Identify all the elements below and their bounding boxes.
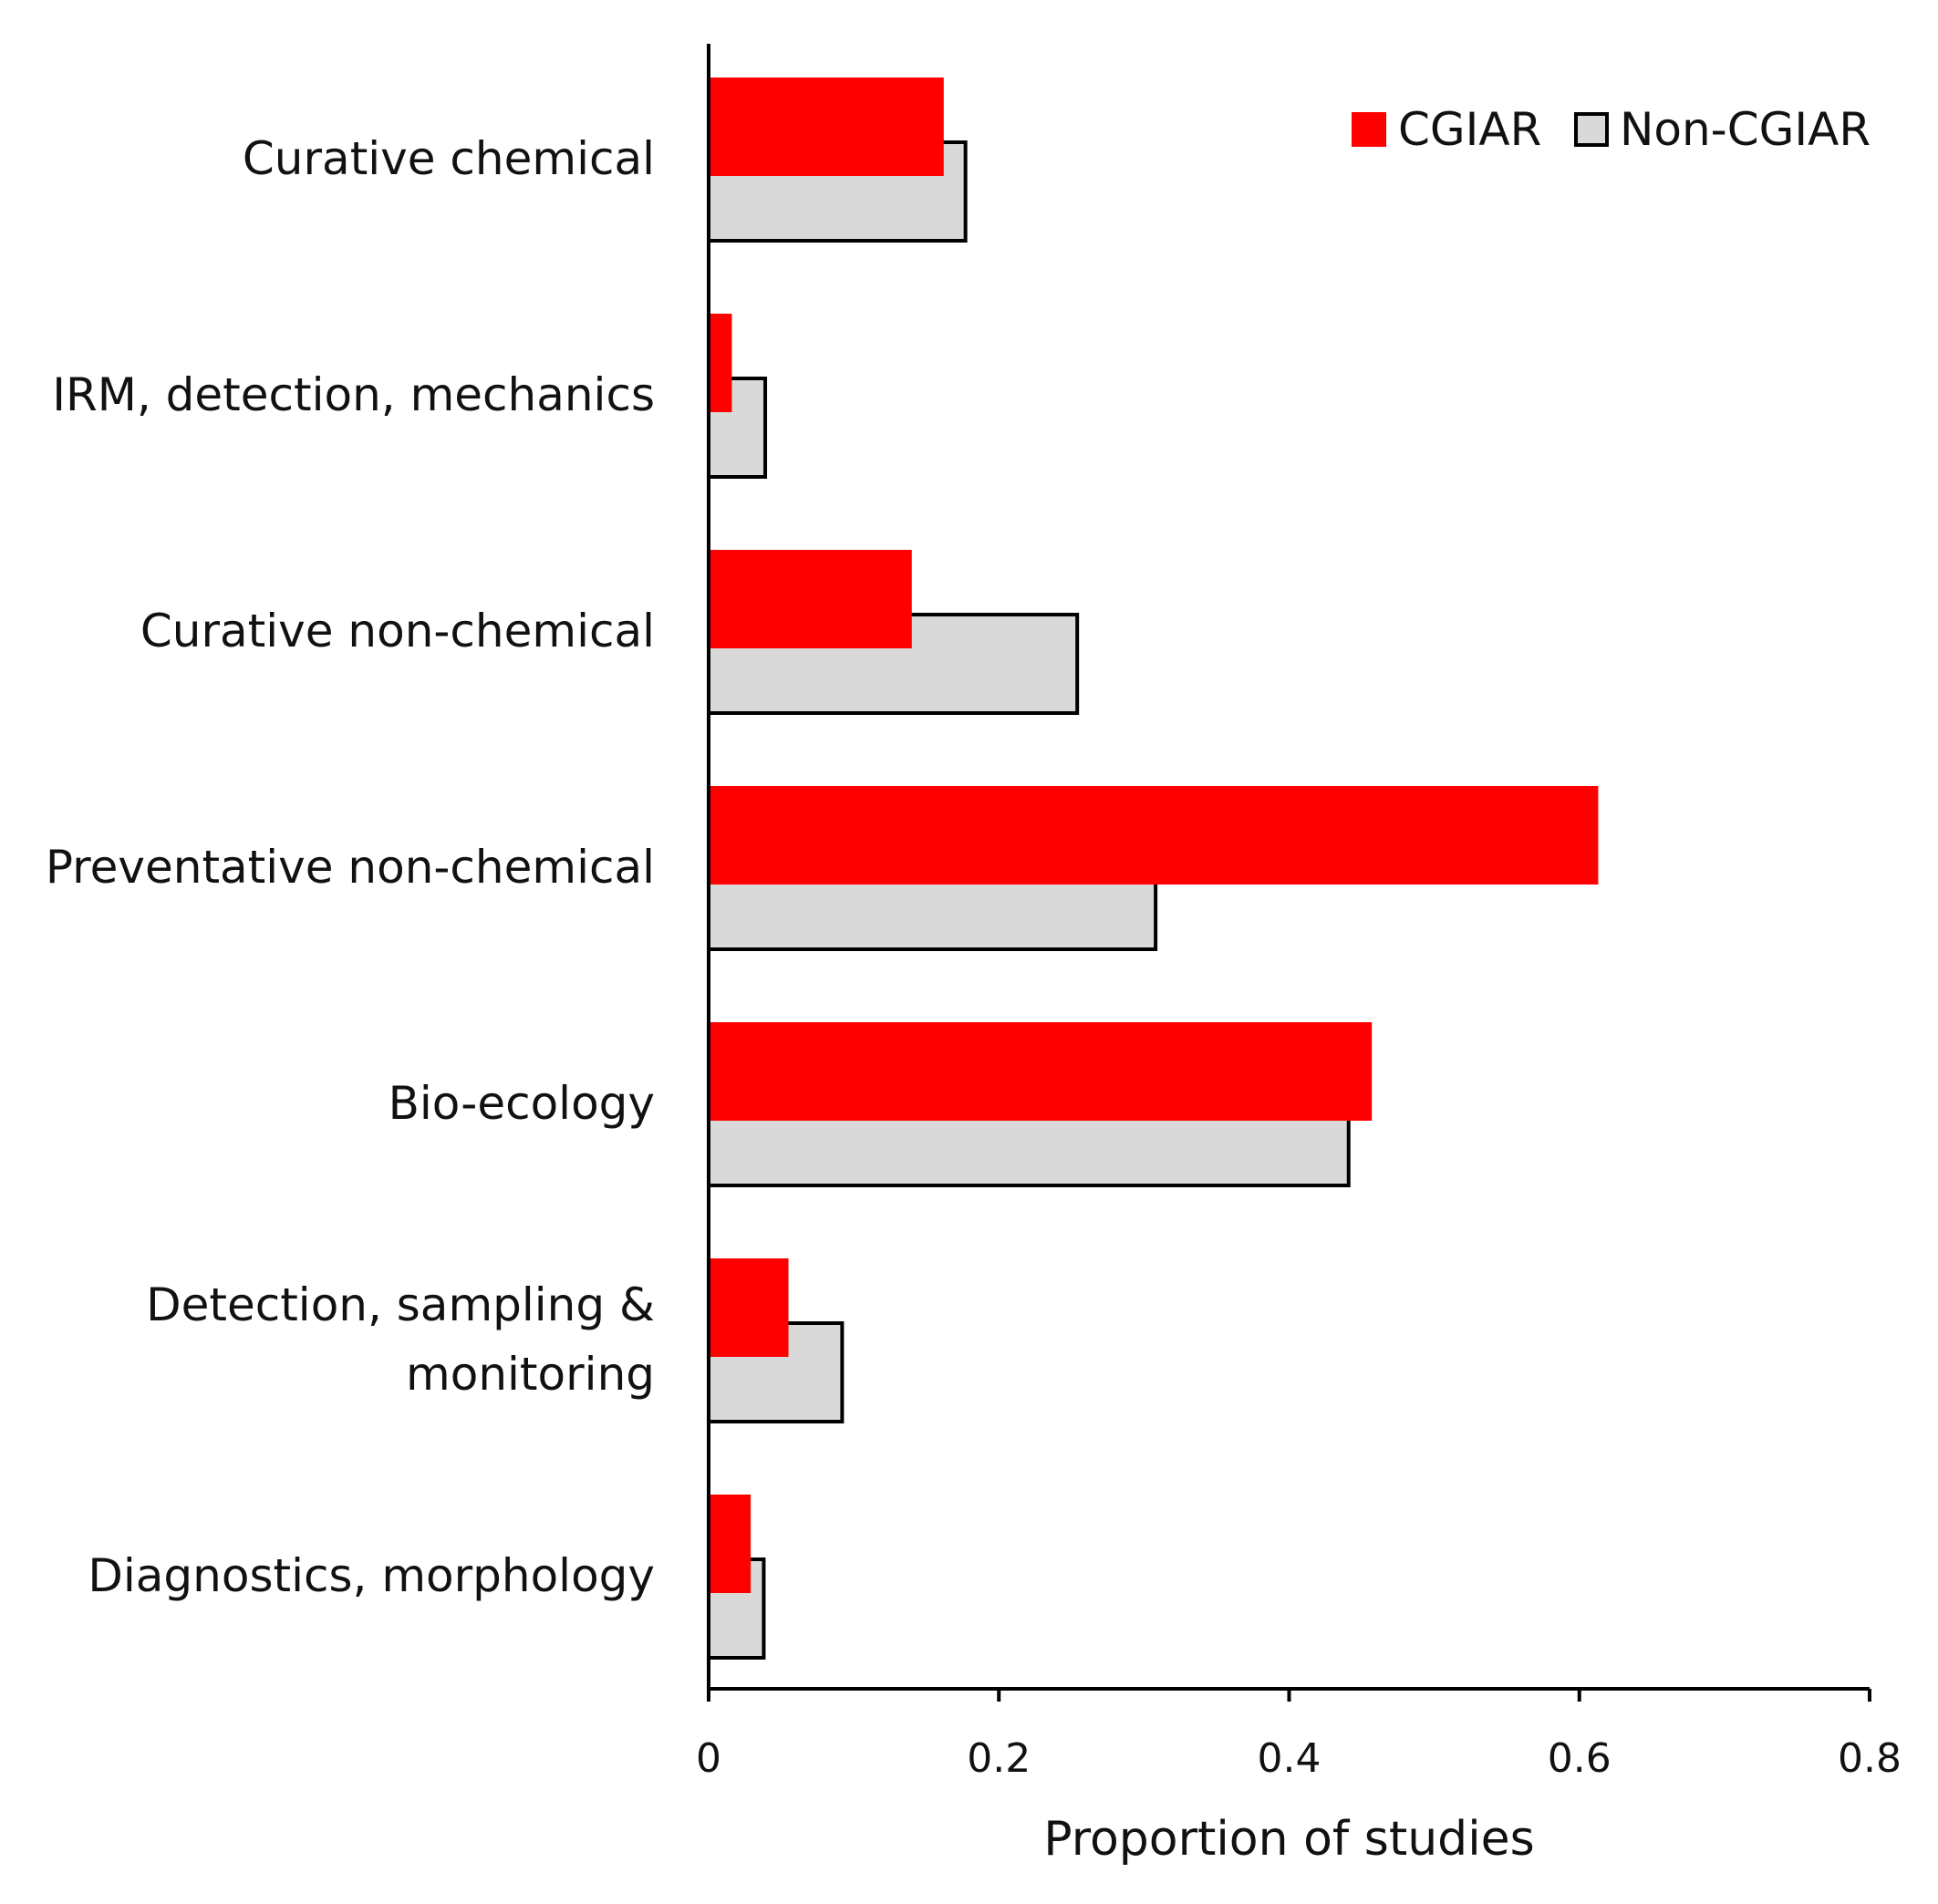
category-label: Curative chemical — [243, 132, 655, 185]
x-axis-title: Proportion of studies — [1043, 1812, 1534, 1867]
bar-cgiar — [709, 1495, 751, 1593]
legend-label-cgiar: CGIAR — [1398, 103, 1541, 156]
category-label: Diagnostics, morphology — [88, 1549, 655, 1602]
category-label: IRM, detection, mechanics — [52, 368, 655, 421]
x-tick-label: 0.8 — [1838, 1735, 1902, 1782]
x-tick-label: 0 — [696, 1735, 721, 1782]
bars-group — [707, 78, 1599, 1660]
x-axis-ticks: 0 0.2 0.4 0.6 0.8 — [696, 1689, 1902, 1782]
category-label: Preventative non-chemical — [46, 841, 655, 894]
category-label: Curative non-chemical — [140, 605, 655, 657]
category-label: Detection, sampling & monitoring — [146, 1278, 655, 1401]
legend-label-non-cgiar: Non-CGIAR — [1620, 103, 1871, 156]
x-tick-label: 0.2 — [967, 1735, 1031, 1782]
bar-cgiar — [709, 1258, 789, 1357]
legend: CGIAR Non-CGIAR — [1352, 103, 1871, 156]
bar-cgiar — [709, 314, 732, 412]
bar-cgiar — [709, 550, 912, 648]
legend-swatch-cgiar — [1352, 112, 1386, 147]
category-labels: Curative chemical IRM, detection, mechani… — [46, 132, 655, 1602]
bar-cgiar — [709, 786, 1599, 885]
bar-cgiar — [709, 1022, 1373, 1121]
x-tick-label: 0.4 — [1258, 1735, 1321, 1782]
legend-swatch-non-cgiar — [1574, 112, 1609, 147]
x-tick-label: 0.6 — [1548, 1735, 1612, 1782]
bar-cgiar — [709, 78, 944, 176]
category-label: Bio-ecology — [389, 1077, 655, 1130]
